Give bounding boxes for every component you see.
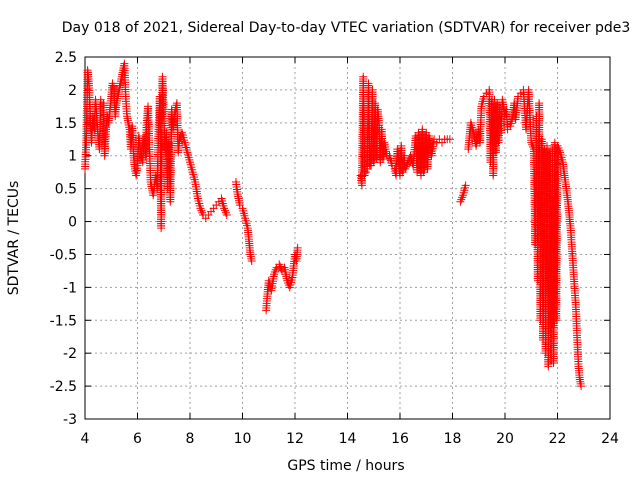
chart-title: Day 018 of 2021, Sidereal Day-to-day VTE…: [62, 20, 631, 36]
y-tick-label: -2: [63, 346, 77, 362]
y-tick-label: -2.5: [50, 379, 77, 395]
data-point: [198, 208, 207, 217]
x-axis-label: GPS time / hours: [287, 458, 404, 474]
data-point: [461, 181, 470, 190]
data-point: [221, 206, 229, 215]
x-axis-ticks: 4 6 8 10 12 14 16 18 20 22 24: [81, 57, 619, 447]
x-tick-label: 6: [133, 431, 142, 447]
x-tick-label: 14: [339, 431, 357, 447]
data-point: [457, 195, 466, 204]
data-point: [197, 206, 206, 215]
plot-frame: [84, 56, 611, 420]
data-points: [81, 59, 586, 391]
data-point: [108, 79, 117, 88]
y-tick-label: 1.5: [55, 116, 77, 132]
x-tick-label: 4: [81, 431, 90, 447]
x-tick-label: 8: [186, 431, 195, 447]
data-point: [360, 171, 369, 180]
x-tick-label: 16: [391, 431, 409, 447]
data-point: [247, 257, 256, 266]
x-tick-label: 20: [496, 431, 514, 447]
data-point: [361, 168, 370, 177]
y-tick-label: -1: [63, 280, 77, 296]
data-point: [221, 208, 230, 217]
x-tick-label: 10: [234, 431, 252, 447]
y-tick-label: 2.5: [55, 50, 77, 66]
y-tick-label: 0.5: [55, 182, 77, 198]
y-tick-label: 2: [68, 83, 77, 99]
data-point: [293, 243, 302, 252]
y-tick-label: -0.5: [50, 247, 77, 263]
x-tick-label: 18: [444, 431, 462, 447]
data-point: [577, 382, 586, 391]
data-point: [458, 193, 467, 202]
x-tick-label: 12: [286, 431, 304, 447]
y-axis-label: SDTVAR / TECUs: [6, 181, 22, 296]
x-tick-label: 24: [601, 431, 619, 447]
data-point: [445, 135, 454, 144]
y-axis-ticks: 2.5 2 1.5 1 0.5 0 -0.5 -1 -1.5 -2 -2.5 -3: [50, 50, 610, 428]
y-tick-label: 1: [68, 149, 77, 165]
x-tick-label: 22: [549, 431, 567, 447]
y-tick-label: 0: [68, 215, 77, 231]
data-point: [222, 210, 231, 219]
y-tick-label: -1.5: [50, 313, 77, 329]
y-tick-label: -3: [63, 412, 77, 428]
